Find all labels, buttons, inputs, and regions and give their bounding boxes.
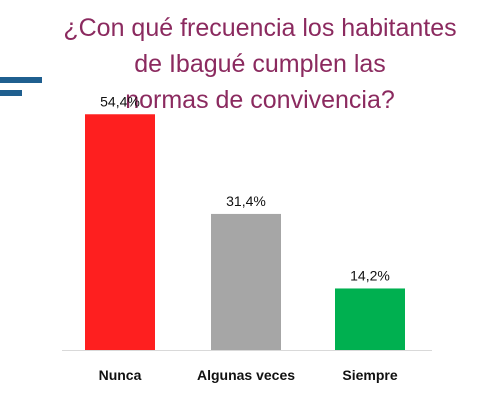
data-label-algunas-veces: 31,4% [226,193,266,209]
data-label-siempre: 14,2% [350,267,390,283]
tick-label-algunas-veces: Algunas veces [197,367,295,383]
bar-siempre [335,288,405,350]
data-label-nunca: 54,4% [100,93,140,109]
decorative-accent-bar-top [0,77,42,83]
tick-label-nunca: Nunca [99,367,142,383]
bar-algunas-veces [211,213,281,350]
tick-label-siempre: Siempre [342,367,397,383]
tick-label-group: Nunca Algunas veces Siempre [99,367,398,383]
bar-group [85,114,405,351]
chart-title-line-1: ¿Con qué frecuencia los habitantes [63,14,457,42]
chart-title: ¿Con qué frecuencia los habitantes de Ib… [30,10,490,118]
chart-title-line-2: de Ibagué cumplen las [134,50,386,78]
chart-title-line-3: normas de convivencia? [125,86,395,114]
data-label-group: 54,4% 31,4% 14,2% [100,93,390,283]
bar-nunca [85,114,155,351]
decorative-accent-bar-bottom [0,90,22,96]
